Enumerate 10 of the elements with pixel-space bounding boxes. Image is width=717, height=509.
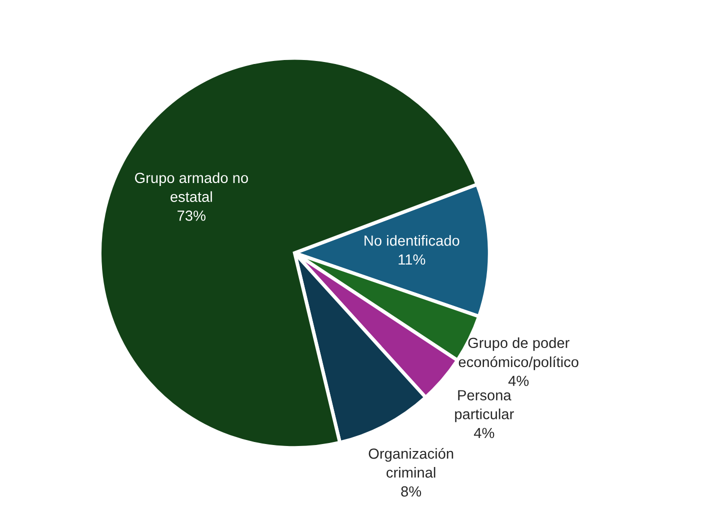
slice-label: Grupo de poder económico/político [458,337,578,370]
data-label: 73% [178,210,206,221]
slice-label: Persona particular [455,390,514,422]
data-label: 4% [508,376,529,386]
data-label: 11% [398,254,426,265]
slice-label: Grupo armado no estatal [135,172,248,202]
data-label: 4% [474,428,494,438]
slice-label: No identificado [364,235,460,246]
slice-label: Organización criminal [368,448,454,478]
data-label: 8% [401,486,422,497]
